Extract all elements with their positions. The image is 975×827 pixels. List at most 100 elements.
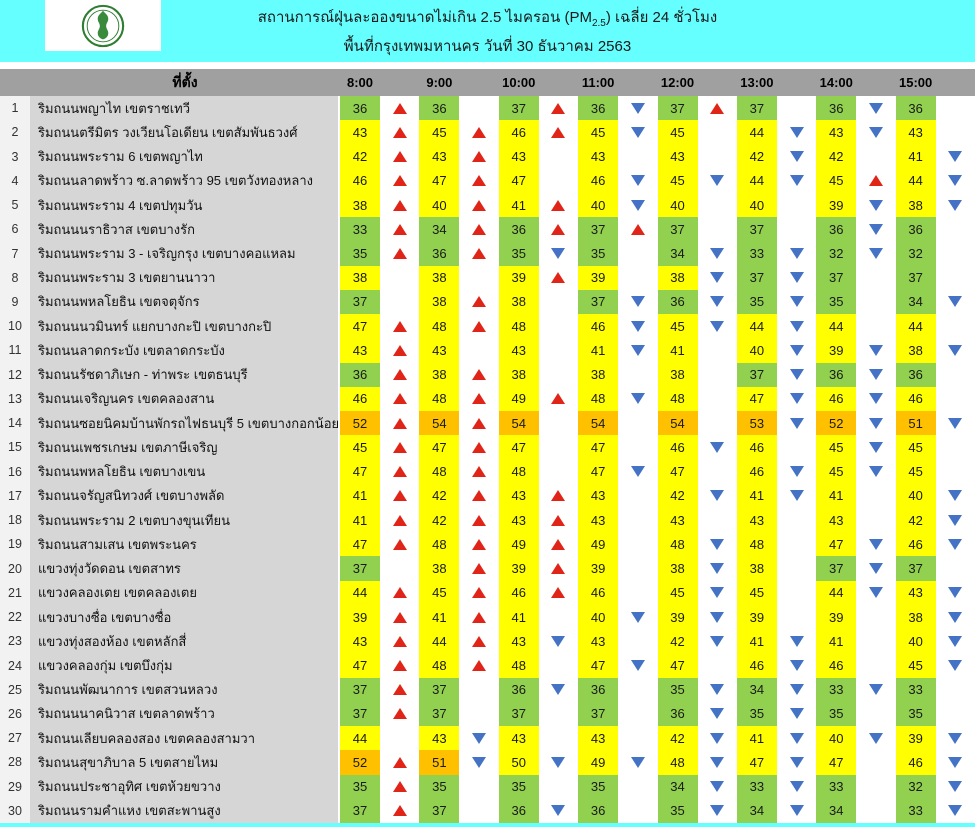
location-label: ริมถนนพญาไท เขตราชเทวี	[30, 96, 340, 121]
hour-cell: 35	[498, 774, 579, 799]
table-row: 23 แขวงทุ่งสองห้อง เขตหลักสี่ 43 44 43 43 42 41…	[0, 629, 975, 654]
hour-cell: 37	[340, 798, 420, 824]
pm25-value: 48	[657, 750, 698, 775]
hour-cell: 38	[419, 265, 499, 290]
trend-cell	[935, 96, 975, 121]
hour-cell: 43	[498, 507, 579, 533]
trend-down-icon	[868, 344, 883, 356]
pm25-value: 42	[816, 144, 857, 169]
trend-cell	[856, 556, 896, 581]
trend-cell	[856, 701, 896, 727]
hour-cell: 38	[657, 362, 737, 387]
hour-cell: 40	[419, 192, 499, 218]
hour-cell: 49	[578, 750, 658, 775]
trend-cell	[776, 168, 817, 193]
trend-cell	[697, 96, 737, 121]
trend-cell	[380, 677, 420, 702]
trend-up-icon	[472, 393, 487, 405]
hour-cell: 42	[736, 144, 817, 169]
pm25-value: 43	[578, 507, 619, 533]
trend-down-icon	[948, 611, 963, 623]
pm25-value: 40	[736, 192, 777, 218]
row-number: 9	[0, 289, 30, 315]
time-header-pair: 14:00	[816, 69, 895, 96]
table-row: 15 ริมถนนเพชรเกษม เขตภาษีเจริญ 45 47 47 47 46 4…	[0, 435, 975, 460]
pm25-value: 42	[736, 144, 777, 169]
pm25-value: 41	[419, 604, 460, 630]
time-column-label: 12:00	[660, 75, 695, 90]
trend-cell	[776, 726, 817, 751]
trend-up-icon	[392, 781, 407, 793]
pm25-value: 41	[498, 604, 539, 630]
trend-down-icon	[789, 635, 804, 647]
table-row: 29 ริมถนนประชาอุทิศ เขตห้วยขวาง 35 35 35 35 34…	[0, 774, 975, 799]
pm25-value: 43	[498, 483, 539, 508]
pm25-value: 41	[340, 483, 380, 508]
trend-cell	[459, 192, 499, 218]
trend-down-icon	[710, 611, 725, 623]
trend-down-icon	[789, 756, 804, 768]
trend-cell	[538, 241, 579, 266]
hour-cell: 46	[578, 580, 658, 605]
trend-cell	[776, 532, 817, 557]
row-number: 22	[0, 604, 30, 630]
trend-cell	[618, 144, 658, 169]
table-row: 18 ริมถนนพระราม 2 เขตบางขุนเทียน 41 42 43 43 4…	[0, 507, 975, 533]
row-number: 24	[0, 653, 30, 678]
trend-down-icon	[551, 248, 566, 260]
pm25-value: 41	[498, 192, 539, 218]
pm25-value: 48	[498, 459, 539, 484]
hour-cell: 47	[736, 750, 817, 775]
table-row: 22 แขวงบางซื่อ เขตบางซื่อ 39 41 41 40 39 39 39 38	[0, 604, 975, 630]
hour-cell: 46	[340, 386, 420, 412]
trend-down-icon	[948, 490, 963, 502]
table-row: 19 ริมถนนสามเสน เขตพระนคร 47 48 49 49 48 48 47 46	[0, 532, 975, 557]
table-row: 24 แขวงคลองกุ่ม เขตบึงกุ่ม 47 48 48 47 47 46 46 4…	[0, 653, 975, 678]
hour-cell: 33	[340, 217, 420, 242]
bottom-border	[0, 823, 975, 827]
trend-cell	[856, 144, 896, 169]
hour-cell: 34	[419, 217, 499, 242]
pm25-value: 38	[340, 192, 380, 218]
trend-cell	[935, 507, 975, 533]
trend-cell	[459, 629, 499, 654]
trend-cell	[697, 483, 737, 508]
hour-cell: 35	[498, 241, 579, 266]
hour-cell: 38	[419, 289, 499, 315]
pm25-value: 43	[498, 338, 539, 363]
row-number: 2	[0, 120, 30, 145]
hour-cell: 43	[578, 483, 658, 508]
pm25-value: 49	[578, 532, 619, 557]
hourly-values: 52 54 54 54 54 53 52 51	[340, 411, 975, 436]
hour-cell: 40	[895, 483, 975, 508]
pm25-value: 43	[498, 726, 539, 751]
hour-cell: 44	[816, 314, 896, 339]
hour-cell: 49	[578, 532, 658, 557]
pm25-value: 49	[498, 532, 539, 557]
pm25-value: 43	[340, 629, 380, 654]
trend-cell	[935, 556, 975, 581]
pm25-value: 51	[419, 750, 460, 775]
hour-cell: 46	[578, 314, 658, 339]
hour-cell: 41	[340, 507, 420, 533]
pm25-value: 37	[578, 289, 619, 315]
hour-cell: 45	[895, 653, 975, 678]
pm25-value: 37	[498, 701, 539, 727]
row-number: 18	[0, 507, 30, 533]
time-column-label: 11:00	[581, 75, 615, 90]
pm25-value: 36	[498, 677, 539, 702]
trend-cell	[618, 362, 658, 387]
trend-cell	[618, 677, 658, 702]
pm25-value: 36	[816, 217, 857, 242]
trend-cell	[618, 653, 658, 678]
trend-up-icon	[868, 175, 883, 187]
trend-down-icon	[630, 320, 645, 332]
trend-cell	[380, 314, 420, 339]
trend-down-icon	[710, 490, 725, 502]
row-number: 19	[0, 532, 30, 557]
pm25-value: 39	[736, 604, 777, 630]
hour-cell: 44	[816, 580, 896, 605]
hour-cell: 45	[736, 580, 817, 605]
hour-cell: 43	[419, 726, 499, 751]
location-label: แขวงคลองเตย เขตคลองเตย	[30, 580, 340, 605]
